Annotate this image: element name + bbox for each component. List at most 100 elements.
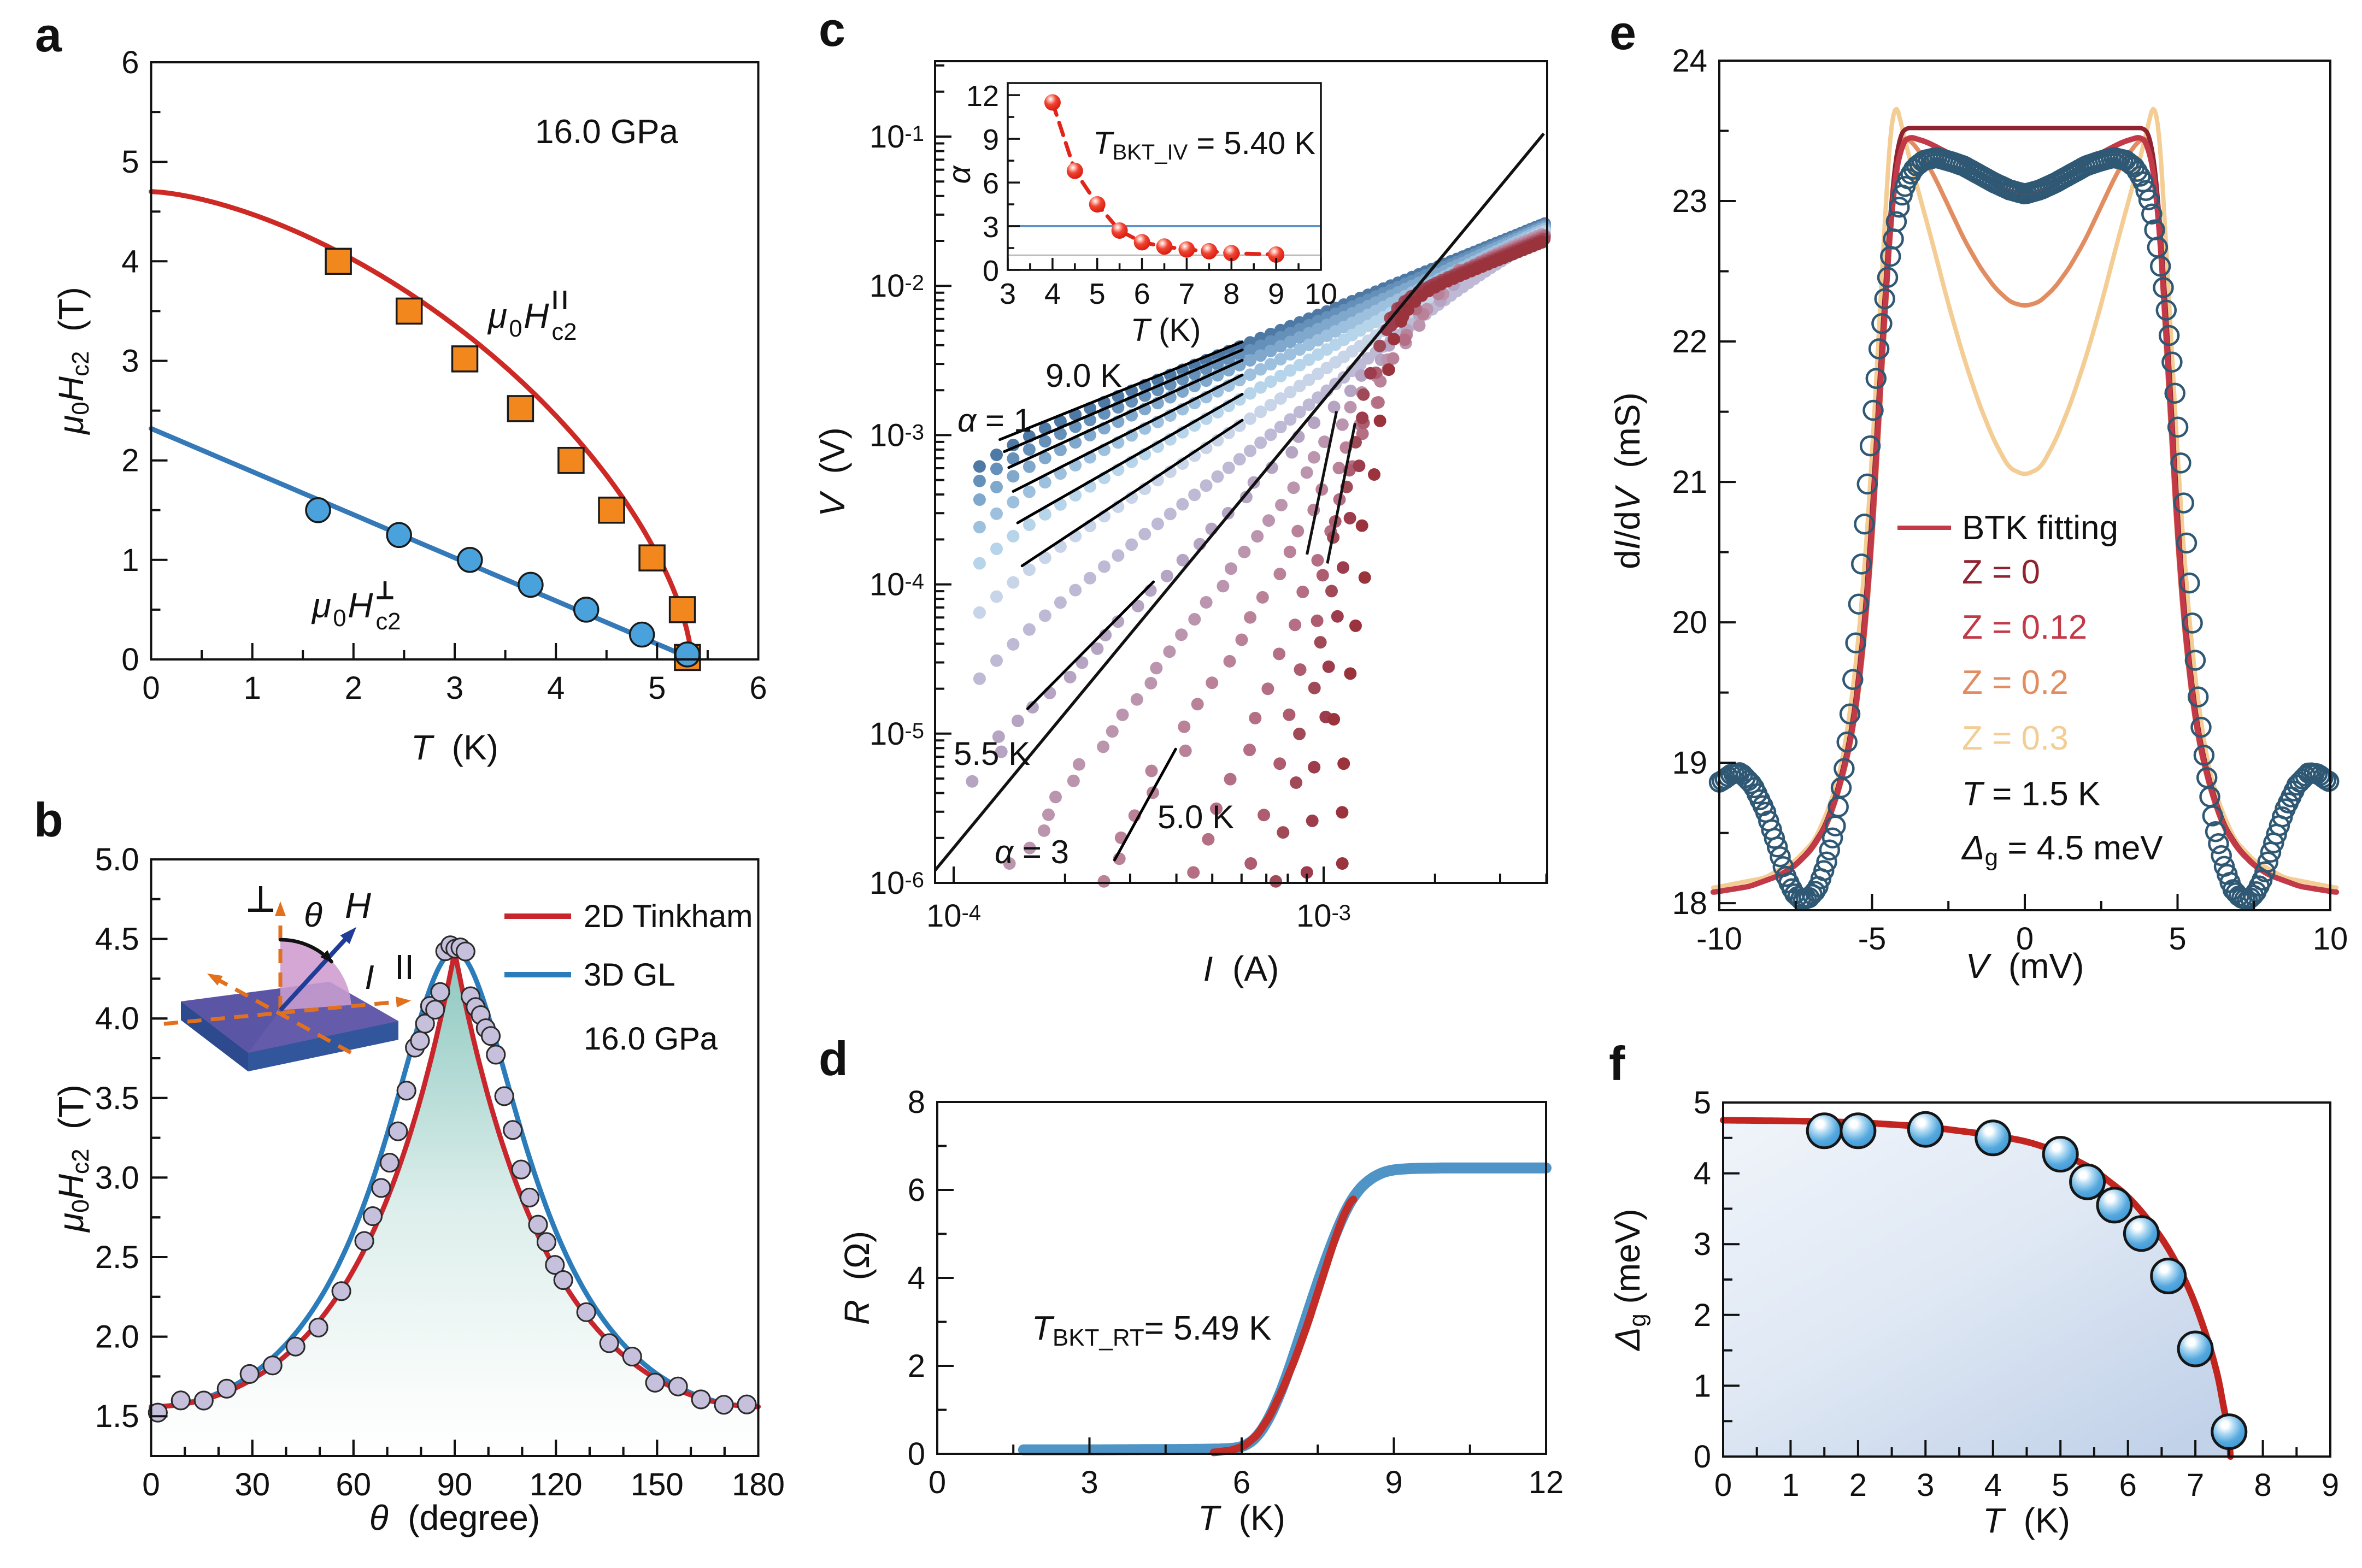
svg-text:18: 18 xyxy=(1672,886,1707,921)
svg-text:4: 4 xyxy=(121,244,139,279)
svg-text:c2: c2 xyxy=(376,609,401,635)
svg-text:T (K): T (K) xyxy=(1198,1498,1285,1537)
svg-text:4.0: 4.0 xyxy=(95,1001,139,1036)
svg-text:3D GL: 3D GL xyxy=(584,957,675,993)
svg-text:16.0 GPa: 16.0 GPa xyxy=(584,1021,718,1057)
svg-text:T = 1.5 K: T = 1.5 K xyxy=(1962,775,2100,813)
svg-text:V (V): V (V) xyxy=(813,427,852,517)
svg-text:3.0: 3.0 xyxy=(95,1160,139,1195)
svg-text:8: 8 xyxy=(908,1084,925,1120)
svg-text:4: 4 xyxy=(908,1260,925,1296)
svg-text:0: 0 xyxy=(509,316,522,342)
svg-text:3: 3 xyxy=(446,670,463,706)
svg-text:12: 12 xyxy=(966,80,999,113)
svg-text:TBKT_IV = 5.40 K: TBKT_IV = 5.40 K xyxy=(1093,126,1315,164)
svg-text:150: 150 xyxy=(631,1467,684,1502)
svg-text:5: 5 xyxy=(648,670,666,706)
svg-text:f: f xyxy=(1609,1036,1625,1090)
svg-text:4: 4 xyxy=(547,670,565,706)
svg-text:1.5: 1.5 xyxy=(95,1399,139,1434)
svg-text:1.5: 1.5 xyxy=(95,1399,139,1434)
svg-text:4.5: 4.5 xyxy=(95,922,139,957)
svg-text:1: 1 xyxy=(244,670,261,706)
svg-text:0: 0 xyxy=(929,1465,946,1500)
svg-text:5.0: 5.0 xyxy=(95,842,139,877)
svg-text:2.0: 2.0 xyxy=(95,1319,139,1355)
svg-text:1: 1 xyxy=(1782,1467,1799,1503)
svg-text:3.5: 3.5 xyxy=(95,1081,139,1116)
svg-text:2: 2 xyxy=(908,1348,925,1384)
svg-text:3.5: 3.5 xyxy=(95,1081,139,1116)
svg-text:Z = 0.12: Z = 0.12 xyxy=(1962,609,2087,646)
svg-text:5: 5 xyxy=(2169,921,2186,957)
svg-text:30: 30 xyxy=(234,1467,270,1502)
svg-text:16.0 GPa: 16.0 GPa xyxy=(535,113,678,151)
svg-text:T (K): T (K) xyxy=(1983,1501,2070,1540)
svg-text:I: I xyxy=(365,959,374,997)
svg-text:16.0 GPa: 16.0 GPa xyxy=(584,1021,718,1057)
svg-text:4: 4 xyxy=(1984,1467,2002,1503)
svg-text:0: 0 xyxy=(142,1467,160,1502)
svg-text:2: 2 xyxy=(1694,1298,1711,1333)
svg-text:9: 9 xyxy=(1268,278,1284,310)
svg-text:2: 2 xyxy=(1849,1467,1867,1503)
svg-text:c: c xyxy=(819,2,845,56)
svg-text:0: 0 xyxy=(983,255,999,287)
svg-text:0: 0 xyxy=(908,1436,925,1472)
svg-text:H: H xyxy=(524,296,549,335)
svg-text:Z = 0.2: Z = 0.2 xyxy=(1962,664,2069,702)
svg-text:9: 9 xyxy=(2322,1467,2339,1503)
svg-text:0: 0 xyxy=(2016,921,2034,957)
svg-text:5: 5 xyxy=(1694,1085,1711,1121)
svg-text:10-6: 10-6 xyxy=(869,865,924,901)
svg-text:T (K): T (K) xyxy=(411,728,498,767)
svg-text:19: 19 xyxy=(1672,745,1707,781)
svg-text:24: 24 xyxy=(1672,43,1707,79)
svg-text:8: 8 xyxy=(1223,278,1239,310)
svg-text:H: H xyxy=(348,586,373,625)
svg-text:6: 6 xyxy=(749,670,767,706)
svg-text:6: 6 xyxy=(1134,278,1150,310)
svg-text:3: 3 xyxy=(121,344,139,379)
svg-text:BTK fitting: BTK fitting xyxy=(1962,509,2118,547)
svg-text:3: 3 xyxy=(1080,1465,1098,1500)
svg-text:0: 0 xyxy=(121,642,139,677)
svg-text:6: 6 xyxy=(908,1172,925,1208)
svg-text:0: 0 xyxy=(142,1467,160,1502)
svg-text:30: 30 xyxy=(234,1467,270,1502)
svg-text:4: 4 xyxy=(1044,278,1061,310)
svg-text:6: 6 xyxy=(121,45,139,80)
svg-text:0: 0 xyxy=(1714,1467,1732,1503)
svg-text:7: 7 xyxy=(1178,278,1195,310)
svg-text:0: 0 xyxy=(1694,1439,1711,1475)
svg-text:5: 5 xyxy=(121,144,139,180)
svg-text:150: 150 xyxy=(631,1467,684,1502)
svg-text:-10: -10 xyxy=(1696,921,1742,957)
svg-text:5: 5 xyxy=(2052,1467,2069,1503)
svg-text:3: 3 xyxy=(1694,1227,1711,1262)
svg-text:Z = 0: Z = 0 xyxy=(1962,553,2040,591)
svg-text:2.0: 2.0 xyxy=(95,1319,139,1355)
svg-text:10: 10 xyxy=(1305,278,1337,310)
svg-text:b: b xyxy=(34,793,63,847)
svg-text:Δg (meV): Δg (meV) xyxy=(1608,1209,1651,1351)
svg-text:9.0 K: 9.0 K xyxy=(1045,357,1122,394)
svg-text:θ (degree): θ (degree) xyxy=(369,1498,540,1537)
svg-text:3.0: 3.0 xyxy=(95,1160,139,1195)
svg-text:10-1: 10-1 xyxy=(869,119,924,155)
svg-text:90: 90 xyxy=(437,1467,473,1502)
svg-text:dI/dV (mS): dI/dV (mS) xyxy=(1608,392,1647,569)
svg-text:23: 23 xyxy=(1672,184,1707,219)
svg-text:6: 6 xyxy=(2119,1467,2137,1503)
svg-text:6: 6 xyxy=(983,167,999,200)
svg-text:μ: μ xyxy=(487,296,507,335)
svg-text:4.0: 4.0 xyxy=(95,1001,139,1036)
svg-text:Z = 0.3: Z = 0.3 xyxy=(1962,720,2069,757)
svg-text:2.5: 2.5 xyxy=(95,1240,139,1275)
svg-text:μ0Hc2 (T): μ0Hc2 (T) xyxy=(51,1084,94,1233)
svg-text:α = 1: α = 1 xyxy=(957,402,1032,439)
svg-text:90: 90 xyxy=(437,1467,473,1502)
svg-text:22: 22 xyxy=(1672,324,1707,359)
svg-text:21: 21 xyxy=(1672,464,1707,500)
svg-text:20: 20 xyxy=(1672,605,1707,640)
